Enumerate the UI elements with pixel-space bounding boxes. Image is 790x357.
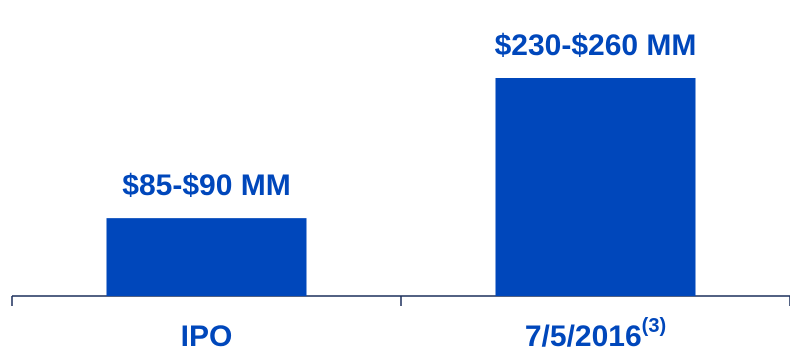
category-label: 7/5/2016(3) xyxy=(525,315,666,353)
bar-value-label: $85-$90 MM xyxy=(122,169,290,202)
bar-value-label: $230-$260 MM xyxy=(495,29,697,62)
bar xyxy=(495,78,696,296)
x-axis-ticks xyxy=(11,296,790,306)
category-label-superscript: (3) xyxy=(642,315,666,337)
category-label-text: IPO xyxy=(181,320,233,353)
bar xyxy=(106,218,307,296)
category-label-text: 7/5/2016 xyxy=(525,320,642,353)
category-labels-group: IPO 7/5/2016(3) xyxy=(181,315,666,353)
data-labels-group: $85-$90 MM $230-$260 MM xyxy=(122,29,696,202)
category-label: IPO xyxy=(181,320,233,353)
bars-group xyxy=(106,78,696,296)
